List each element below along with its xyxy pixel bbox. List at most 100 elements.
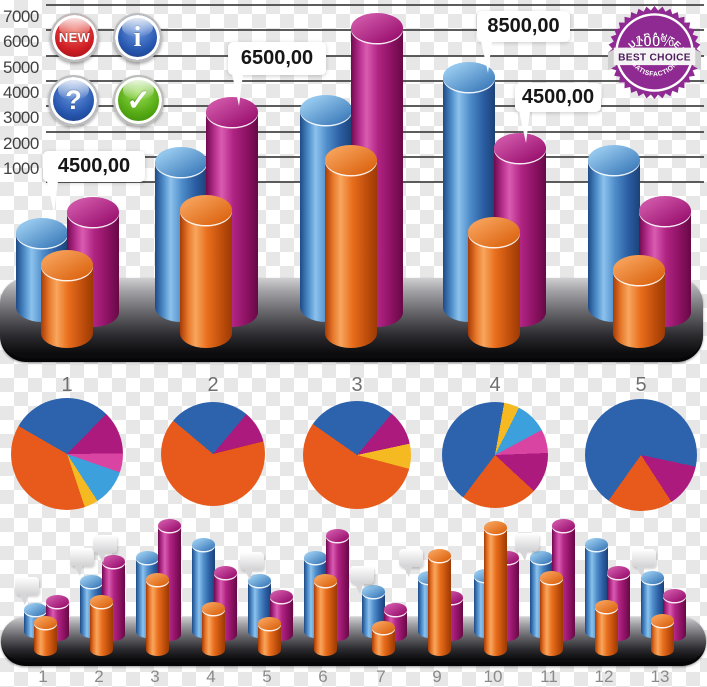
value-callout: 6500,00 [228, 42, 326, 107]
category-label: 2 [94, 667, 104, 686]
cylinder-cap [468, 217, 520, 247]
category-label: 3 [150, 667, 160, 686]
category-label: 4 [206, 667, 216, 686]
cylinder-orange [651, 614, 674, 656]
y-axis-label: 1000 [3, 158, 39, 178]
cylinder-cap [46, 595, 69, 608]
y-axis-label: 6000 [3, 32, 39, 52]
cylinder-cap [158, 519, 181, 532]
pie-chart-4 [442, 402, 548, 508]
cylinder-body [202, 608, 225, 656]
cylinder-cap [180, 195, 232, 225]
cylinder-orange [34, 616, 57, 656]
pie-label: 4 [489, 374, 501, 396]
speech-bubble [350, 566, 374, 595]
cylinder-body [258, 623, 281, 656]
cylinder-cap [588, 145, 640, 175]
new-button[interactable]: NEW [50, 13, 99, 62]
value-callout: 8500,00 [477, 11, 570, 74]
cylinder-body [595, 606, 618, 656]
pie-label: 1 [61, 374, 73, 396]
cylinder-cap [155, 147, 207, 177]
info-icon: i [133, 21, 142, 53]
cylinder-cap [34, 616, 57, 629]
value-callout: 4500,00 [515, 83, 601, 144]
cylinder-orange [540, 571, 563, 656]
cylinder-body [428, 555, 451, 656]
y-axis-label: 4000 [3, 82, 39, 102]
cylinder-body [468, 232, 520, 348]
category-label: 6 [318, 667, 328, 686]
cylinder-cap [304, 551, 327, 564]
cylinder-orange [258, 617, 281, 656]
speech-bubble [70, 548, 94, 577]
badge-ribbon-text: BEST CHOICE [618, 53, 691, 64]
category-label: 1 [38, 667, 48, 686]
cylinder-cap [214, 566, 237, 579]
cylinder-body [180, 210, 232, 348]
cylinder-orange [372, 621, 395, 656]
cylinder-cap [613, 255, 665, 285]
cylinder-body [484, 527, 507, 656]
cylinder-cap [90, 595, 113, 608]
speech-bubble [632, 549, 656, 578]
cylinder-orange [428, 549, 451, 656]
cylinder-cap [24, 603, 47, 616]
cylinder-orange [146, 573, 169, 656]
y-axis-label: 3000 [3, 108, 39, 128]
speech-bubble [240, 552, 264, 581]
pie-label: 3 [351, 374, 363, 396]
pie-label: 5 [635, 374, 647, 396]
cylinder-orange [484, 521, 507, 656]
cylinder-cap [372, 621, 395, 634]
check-button[interactable]: ✓ [113, 75, 164, 126]
badge-ribbon [613, 47, 696, 66]
question-icon: ? [65, 85, 82, 115]
cylinder-body [314, 580, 337, 656]
cylinder-cap [428, 549, 451, 562]
new-button-label: NEW [58, 30, 91, 45]
cylinder-cap [314, 574, 337, 587]
cylinder-cap [530, 551, 553, 564]
cylinder-cap [192, 538, 215, 551]
cylinder-orange [314, 574, 337, 656]
cylinder-orange [41, 250, 93, 348]
pie-label: 2 [207, 374, 219, 396]
cylinder-cap [102, 555, 125, 568]
cylinder-cap [540, 571, 563, 584]
cylinder-orange [180, 195, 232, 348]
cylinder-cap [585, 538, 608, 551]
cylinder-cap [663, 589, 686, 602]
speech-bubble [93, 535, 117, 564]
gridline [46, 4, 704, 6]
category-label: 12 [594, 667, 614, 686]
category-label: 7 [376, 667, 386, 686]
cylinder-cap [67, 197, 119, 227]
cylinder-cap [16, 218, 68, 248]
pie-chart-1 [11, 398, 123, 510]
cylinder-cap [202, 602, 225, 615]
cylinder-cap [270, 590, 293, 603]
y-axis-label: 7000 [3, 7, 39, 26]
cylinder-body [146, 579, 169, 656]
info-button[interactable]: i [113, 13, 162, 62]
cylinder-cap [384, 603, 407, 616]
badge-100-percent: 100% [635, 34, 675, 51]
cylinder-cap [351, 13, 403, 43]
cylinder-body [372, 627, 395, 656]
cylinder-cap [607, 566, 630, 579]
pie-chart-5 [585, 399, 697, 511]
cylinder-cap [146, 573, 169, 586]
pie-chart-3 [303, 401, 411, 509]
cylinder-cap [136, 551, 159, 564]
cylinder-body [325, 160, 377, 348]
cylinder-cap [248, 574, 271, 587]
cylinder-orange [613, 255, 665, 348]
speech-bubble [399, 549, 423, 578]
cylinder-cap [552, 519, 575, 532]
cylinder-cap [639, 196, 691, 226]
cylinder-cap [362, 585, 385, 598]
help-button[interactable]: ? [48, 75, 99, 126]
cylinder-orange [595, 600, 618, 656]
